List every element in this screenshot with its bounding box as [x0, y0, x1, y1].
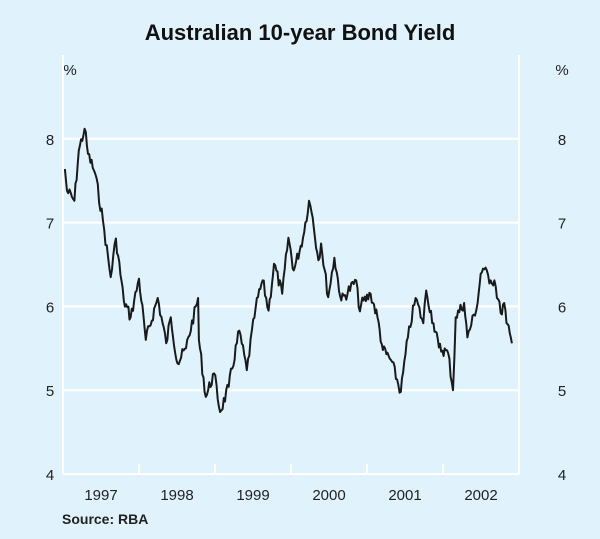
x-tick-label: 1999 — [236, 487, 269, 504]
x-tick-label: 1997 — [84, 487, 117, 504]
y-tick-label-right: 5 — [558, 383, 566, 400]
y-axis-unit-left: % — [63, 62, 76, 79]
y-tick-label-right: 4 — [558, 467, 566, 484]
y-tick-label-right: 8 — [558, 132, 566, 149]
y-tick-label-left: 8 — [46, 132, 54, 149]
x-tick-label: 2002 — [464, 487, 497, 504]
x-tick-label: 2000 — [312, 487, 345, 504]
chart-title: Australian 10-year Bond Yield — [144, 20, 456, 45]
x-tick-label: 1998 — [160, 487, 193, 504]
source-note: Source: RBA — [62, 511, 149, 527]
y-tick-label-left: 7 — [46, 216, 54, 233]
y-axis-unit-right: % — [555, 62, 568, 79]
x-tick-label: 2001 — [388, 487, 421, 504]
y-tick-label-right: 7 — [558, 216, 566, 233]
y-tick-label-left: 5 — [46, 383, 54, 400]
y-tick-label-right: 6 — [558, 299, 566, 316]
y-tick-label-left: 6 — [46, 299, 54, 316]
yield-line — [63, 127, 513, 413]
y-tick-label-left: 4 — [46, 467, 54, 484]
